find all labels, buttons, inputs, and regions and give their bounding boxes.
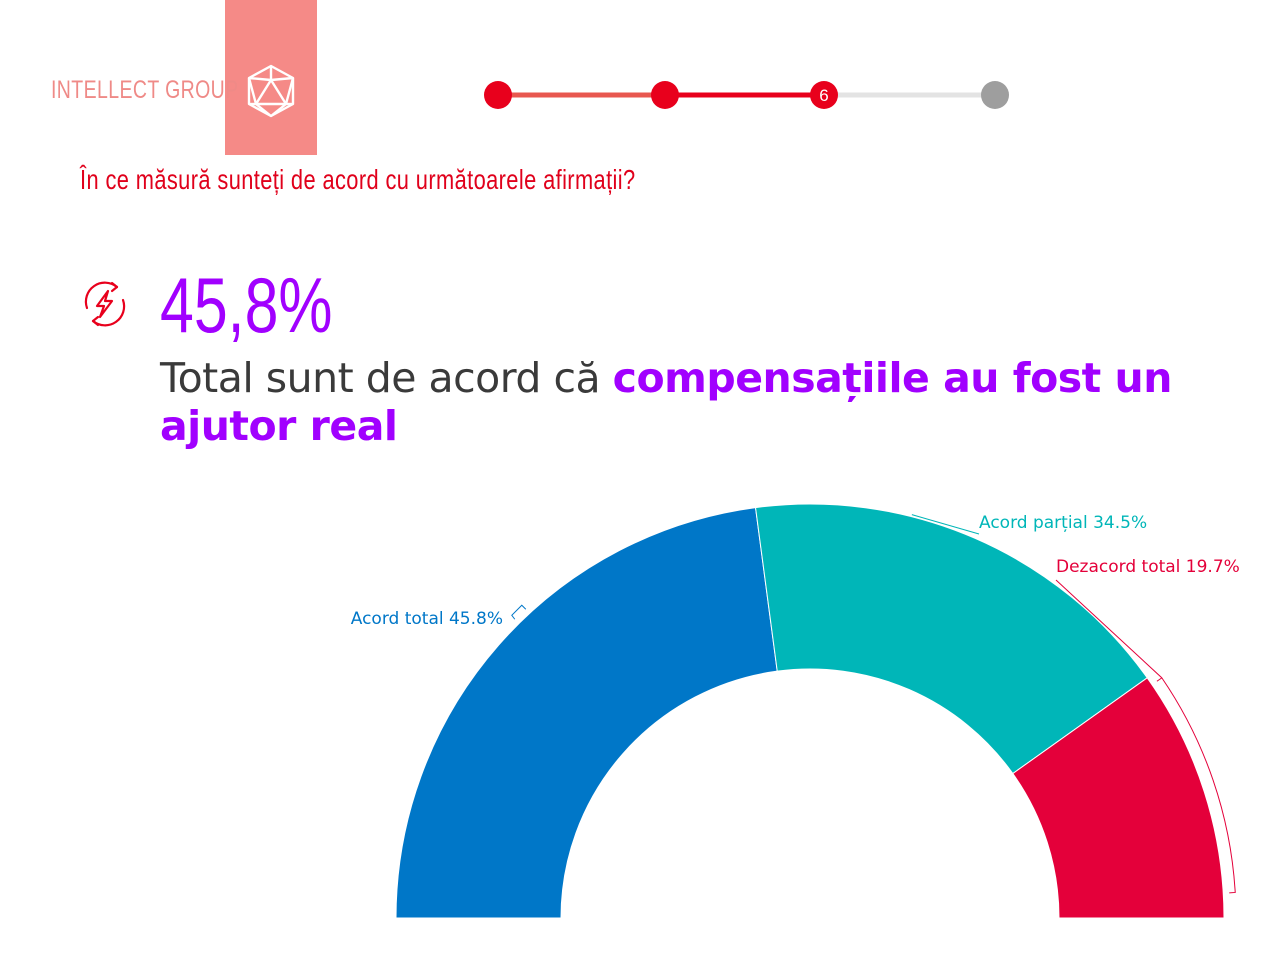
headline-plain-text: Total sunt de acord că: [160, 354, 613, 402]
slice-leader-line: [911, 514, 980, 535]
headline-percentage: 45,8%: [160, 261, 333, 349]
donut-slice[interactable]: [1012, 677, 1225, 919]
icosahedron-logo-icon: [247, 64, 295, 118]
lightning-cycle-icon: [84, 281, 126, 327]
donut-slice[interactable]: [754, 503, 1148, 775]
brand-name: INTELLECT GROUP: [51, 76, 239, 104]
progress-step-dot[interactable]: [651, 81, 679, 109]
slice-leader-line: [511, 604, 527, 620]
donut-slice[interactable]: [395, 507, 778, 919]
slice-data-label: Dezacord total 19.7%: [1056, 557, 1240, 577]
survey-question: În ce măsură sunteți de acord cu următoa…: [80, 164, 636, 195]
progress-step-dot[interactable]: [484, 81, 512, 109]
slice-data-label: Acord total 45.8%: [351, 609, 503, 629]
slice-data-label: Acord parțial 34.5%: [979, 513, 1147, 533]
headline-emphasis-text: compensațiile au fost un ajutor real: [160, 354, 1172, 450]
progress-stepper: 6: [484, 81, 1009, 109]
progress-step-number: 6: [819, 86, 828, 105]
progress-current-step[interactable]: [810, 81, 838, 109]
progress-step-dot[interactable]: [981, 81, 1009, 109]
headline-statement: Total sunt de acord că compensațiile au …: [160, 354, 1200, 450]
slice-leader-line: [1055, 579, 1236, 894]
